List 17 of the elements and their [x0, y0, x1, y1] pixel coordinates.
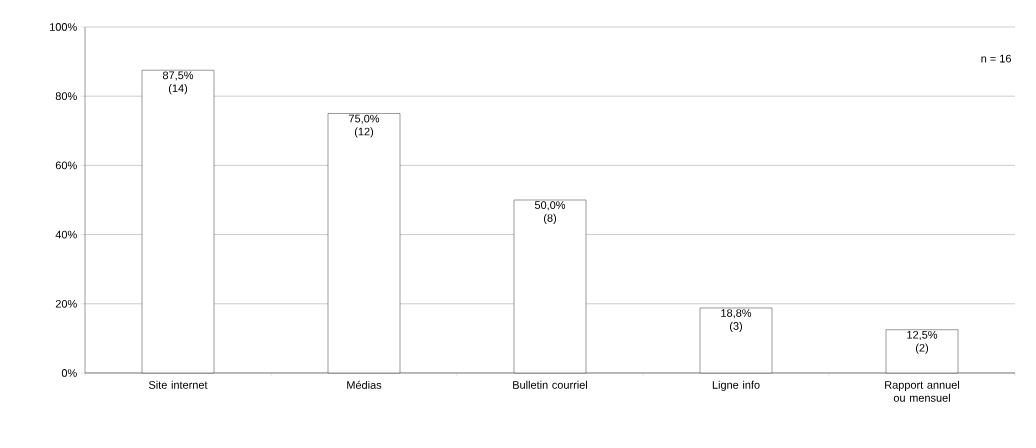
- y-tick-label: 20%: [55, 299, 77, 308]
- x-tick-label: Bulletin courriel: [513, 380, 588, 389]
- y-tick-label: 0%: [61, 369, 77, 377]
- y-tick-label: 100%: [50, 23, 77, 31]
- y-tick-label: 40%: [55, 230, 77, 239]
- y-tick-label: 60%: [55, 161, 77, 170]
- annotation: n = 16: [981, 54, 1011, 63]
- x-tick-label: Ligne info: [712, 380, 760, 391]
- data-label: 75,0% (12): [349, 114, 380, 138]
- x-tick-label: Rapport annuel ou mensuel: [885, 380, 960, 402]
- data-label: 18,8% (3): [721, 309, 752, 332]
- data-label: 87,5% (14): [162, 71, 194, 95]
- y-tick-label: 80%: [55, 92, 77, 101]
- x-tick-label: Médias: [347, 380, 382, 389]
- x-tick-label: Site internet: [148, 380, 208, 389]
- data-label: 12,5% (2): [907, 330, 938, 354]
- data-label: 50,0% (8): [534, 201, 566, 225]
